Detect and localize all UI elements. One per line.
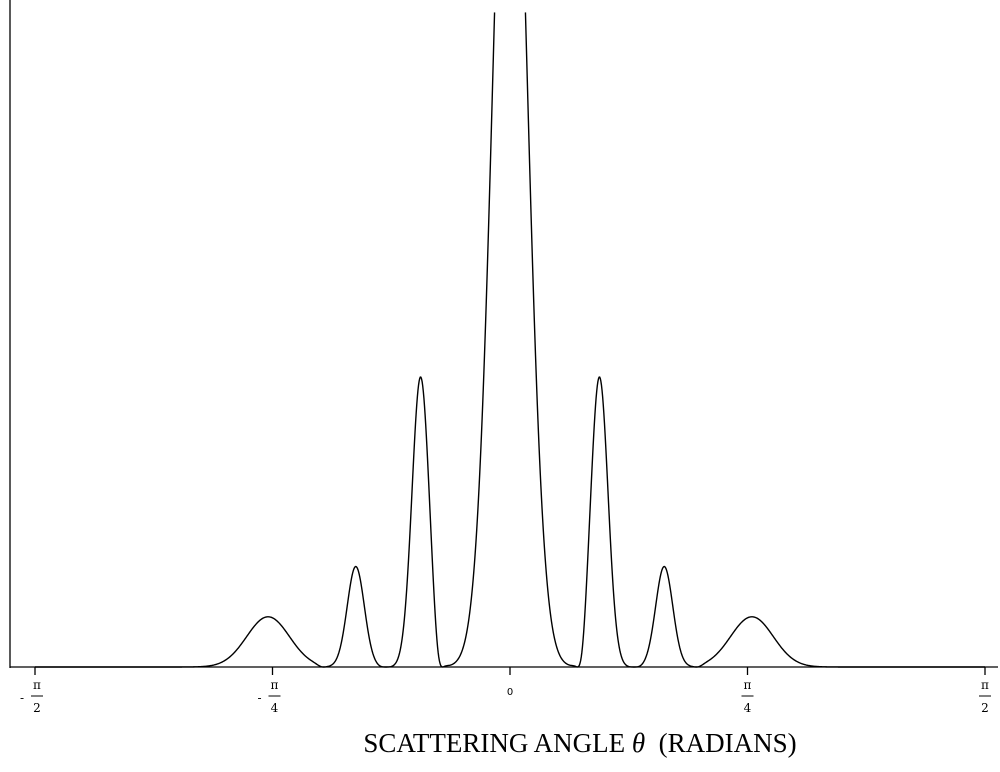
x-tick-label-numerator: π: [981, 678, 989, 692]
x-tick-label: π4: [741, 678, 754, 715]
x-tick-label: π2: [979, 678, 991, 715]
x-tick-label-text: 0: [507, 687, 513, 698]
x-tick-label-numerator: π: [33, 678, 41, 692]
x-tick-label-sign: -: [20, 691, 24, 705]
x-tick-label-sign: -: [257, 691, 261, 705]
x-axis-label: SCATTERING ANGLE θ (RADIANS): [363, 728, 796, 758]
x-tick-label-denominator: 4: [271, 701, 279, 715]
x-tick-label-numerator: π: [744, 678, 752, 692]
intensity-curve: [35, 12, 985, 668]
x-tick-label-denominator: 4: [744, 701, 752, 715]
x-tick-label: -π 4: [257, 678, 281, 715]
x-tick-label-denominator: 2: [33, 701, 41, 715]
x-tick-label: -π 2: [20, 678, 43, 715]
x-tick-label: 0: [507, 687, 513, 698]
x-tick-label-denominator: 2: [981, 701, 989, 715]
x-tick-label-numerator: π: [271, 678, 279, 692]
